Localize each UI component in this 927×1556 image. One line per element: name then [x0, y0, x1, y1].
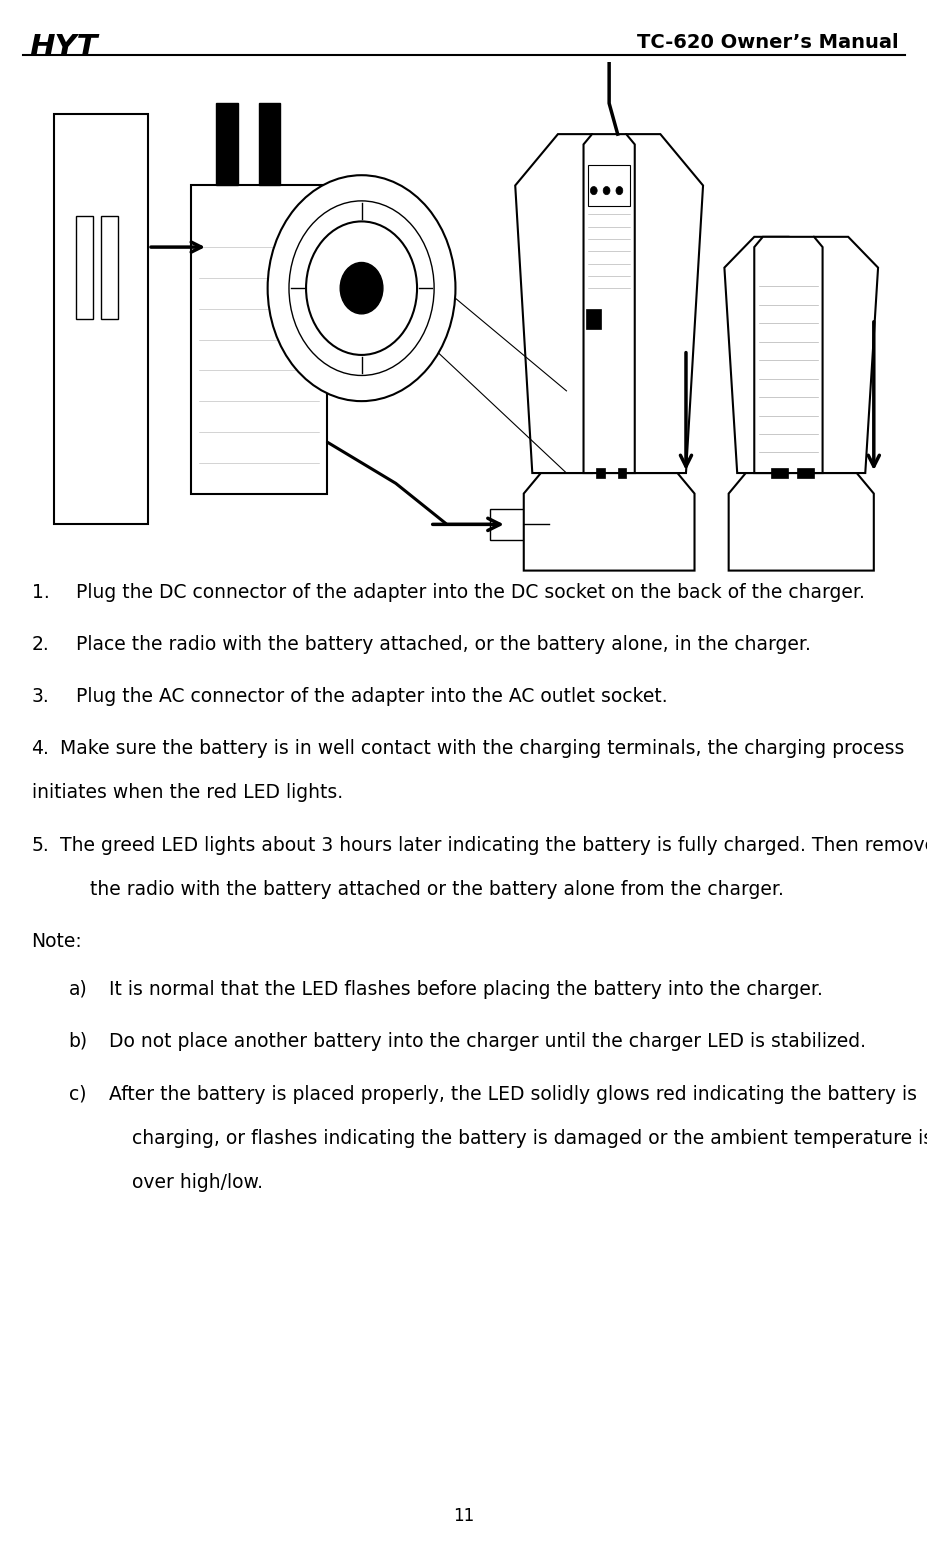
Text: 11: 11 [453, 1506, 474, 1525]
Polygon shape [532, 517, 549, 532]
Text: 1.: 1. [32, 584, 49, 602]
Polygon shape [191, 185, 327, 493]
Text: over high/low.: over high/low. [132, 1173, 262, 1192]
Text: Plug the AC connector of the adapter into the AC outlet socket.: Plug the AC connector of the adapter int… [76, 688, 667, 706]
Polygon shape [626, 134, 703, 473]
Text: HYT: HYT [30, 34, 98, 62]
Text: initiates when the red LED lights.: initiates when the red LED lights. [32, 784, 342, 803]
Polygon shape [796, 468, 813, 478]
Polygon shape [617, 468, 626, 478]
Text: c): c) [69, 1085, 86, 1103]
Text: 5.: 5. [32, 836, 49, 854]
Text: a): a) [69, 980, 87, 999]
Polygon shape [770, 468, 788, 478]
Polygon shape [75, 216, 93, 319]
Polygon shape [489, 509, 532, 540]
Polygon shape [728, 473, 873, 571]
Polygon shape [587, 165, 629, 205]
Text: It is normal that the LED flashes before placing the battery into the charger.: It is normal that the LED flashes before… [108, 980, 821, 999]
Circle shape [603, 187, 609, 194]
Text: Place the radio with the battery attached, or the battery alone, in the charger.: Place the radio with the battery attache… [76, 635, 810, 654]
Polygon shape [724, 237, 788, 473]
Text: b): b) [69, 1032, 88, 1050]
Text: Note:: Note: [32, 932, 83, 951]
Text: Plug the DC connector of the adapter into the DC socket on the back of the charg: Plug the DC connector of the adapter int… [76, 584, 864, 602]
Circle shape [590, 187, 597, 194]
Text: The greed LED lights about 3 hours later indicating the battery is fully charged: The greed LED lights about 3 hours later… [60, 836, 927, 854]
Text: the radio with the battery attached or the battery alone from the charger.: the radio with the battery attached or t… [90, 881, 783, 899]
Polygon shape [754, 237, 821, 473]
Text: Make sure the battery is in well contact with the charging terminals, the chargi: Make sure the battery is in well contact… [60, 739, 904, 758]
Polygon shape [523, 473, 693, 571]
Text: 3.: 3. [32, 688, 49, 706]
Polygon shape [514, 134, 591, 473]
Polygon shape [596, 468, 604, 478]
Text: charging, or flashes indicating the battery is damaged or the ambient temperatur: charging, or flashes indicating the batt… [132, 1130, 927, 1148]
Polygon shape [101, 216, 118, 319]
Circle shape [267, 176, 455, 401]
Polygon shape [54, 114, 148, 524]
Polygon shape [259, 103, 280, 185]
Polygon shape [216, 103, 237, 185]
Polygon shape [813, 237, 877, 473]
Circle shape [340, 263, 383, 314]
Circle shape [616, 187, 622, 194]
Text: 2.: 2. [32, 635, 49, 654]
Polygon shape [586, 308, 600, 330]
Text: Do not place another battery into the charger until the charger LED is stabilize: Do not place another battery into the ch… [108, 1032, 865, 1050]
Text: 4.: 4. [32, 739, 49, 758]
Text: After the battery is placed properly, the LED solidly glows red indicating the b: After the battery is placed properly, th… [108, 1085, 916, 1103]
Polygon shape [583, 134, 634, 473]
Text: TC-620 Owner’s Manual: TC-620 Owner’s Manual [636, 34, 897, 53]
